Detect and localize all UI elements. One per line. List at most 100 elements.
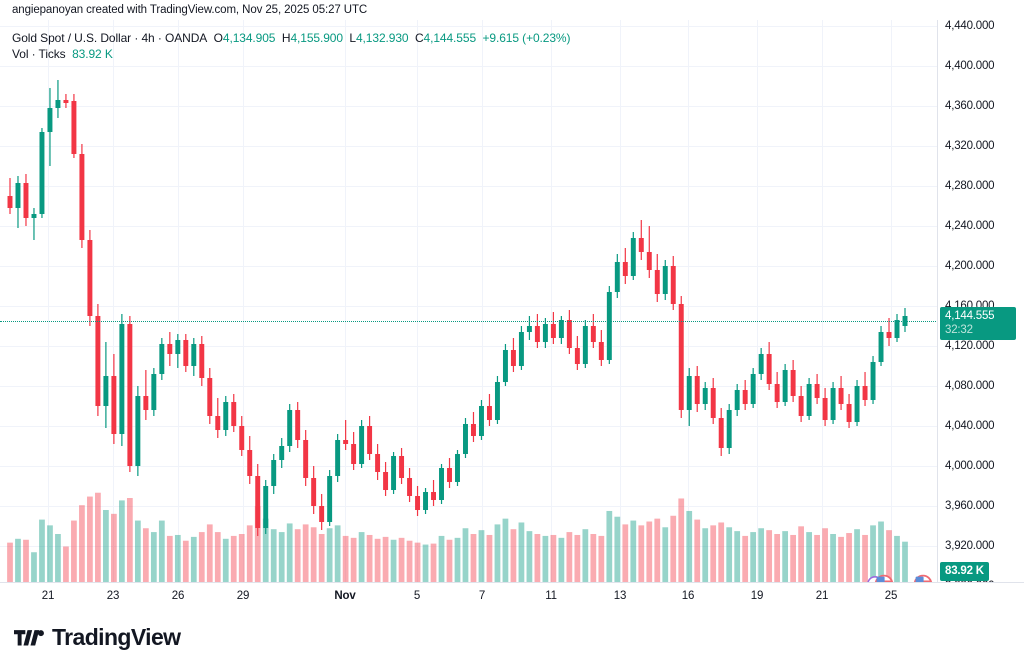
candle-body-bearish [87,240,93,316]
volume-bar [278,532,285,582]
price-axis-tick: 4,240.000 [945,220,995,232]
candle-body-bullish [758,354,764,374]
time-axis-tick: 5 [413,590,421,602]
candle-body-bearish [574,348,580,364]
candle-body-bullish [47,108,53,132]
candle-body-bullish [542,324,548,342]
candle-body-bearish [670,266,676,304]
candle-body-bullish [614,262,620,292]
volume-bar [470,534,477,582]
candle-body-bearish [63,100,69,103]
volume-bar [582,529,589,582]
volume-bar [486,534,493,582]
candle-body-bearish [23,183,29,218]
volume-bar [166,535,173,582]
candle-body-bearish [407,478,413,496]
candle-body-bearish [79,154,85,240]
volume-bar [726,527,733,582]
candle-body-bearish [415,496,421,510]
price-scale-axis[interactable]: 4,440.000 4,400.000 4,360.000 4,320.000 4,28… [938,20,1024,582]
volume-bar [814,534,820,582]
vertical-gridline [620,20,621,582]
volume-bar [638,525,645,582]
volume-bar [670,515,677,582]
volume-bar [422,544,429,582]
horizontal-gridline [0,386,937,387]
candle-body-bearish [303,440,309,478]
volume-bar [550,534,557,582]
time-axis-tick: 7 [478,590,486,602]
volume-bar [174,534,181,582]
volume-bar [326,528,333,582]
candle-body-bearish [598,342,604,360]
event-marker-us-flag-icon[interactable] [912,573,934,582]
volume-bar [822,528,828,582]
candle-body-bearish [838,388,844,404]
bar-countdown: 32:32 [945,324,973,337]
tradingview-logo[interactable]: TradingView [14,626,181,649]
time-axis-tick: 19 [750,590,764,602]
horizontal-gridline [0,146,937,147]
time-axis-tick: 26 [171,590,185,602]
volume-bar [334,525,341,582]
volume-bar [694,519,701,582]
event-marker-forecast-icon[interactable] [867,573,894,582]
tradingview-mark-icon [14,629,44,645]
volume-bar [838,536,844,582]
candle-body-bullish [159,344,165,374]
candle-body-bearish [143,396,149,410]
volume-bar [542,535,549,582]
candle-body-bearish [798,396,804,416]
price-axis-tick: 3,920.000 [945,540,995,552]
chart-plot-area[interactable] [0,20,938,582]
volume-bar [111,513,117,582]
volume-bar [894,535,900,582]
candle-body-bearish [846,404,852,422]
volume-bar [446,539,453,582]
volume-bar [886,530,892,582]
volume-bar [358,532,365,582]
vertical-gridline [551,20,552,582]
volume-bar [134,520,141,582]
candle-body-bullish [662,266,668,294]
time-axis-tick: 29 [236,590,250,602]
candle-body-bullish [391,456,397,490]
price-axis-tick: 3,880.000 [945,580,995,582]
volume-bar [766,530,773,582]
candle-body-bullish [630,238,636,276]
candle-body-bearish [822,398,828,420]
volume-bar [366,534,373,582]
candle-body-bearish [167,344,173,354]
volume-bar [534,534,541,582]
horizontal-gridline [0,26,937,27]
time-scale-axis[interactable]: 21 23 26 29 Nov 5 7 11 13 16 19 21 25 [0,582,1024,615]
volume-bar [214,532,221,582]
volume-bar [23,539,29,582]
candle-body-bullish [151,374,157,410]
volume-bar [318,534,325,582]
vertical-gridline [757,20,758,582]
candle-body-bullish [423,492,429,510]
volume-bar [350,537,357,582]
candle-body-bullish [526,326,532,332]
volume-bar [574,534,581,582]
current-price-label[interactable]: 4,144.555 32:32 [940,307,1016,341]
candle-body-bearish [486,406,492,420]
volume-value-label[interactable]: 83.92 K [940,562,989,581]
price-axis-tick: 4,000.000 [945,460,995,472]
vertical-gridline [113,20,114,582]
candle-body-bearish [638,238,644,252]
volume-bar [718,522,725,582]
volume-bar [758,528,765,582]
current-price-line [0,321,937,323]
candle-body-bullish [854,386,860,422]
volume-bar [310,527,317,582]
volume-bar [398,537,405,582]
volume-bar [494,524,501,582]
candle-body-bearish [7,196,13,208]
volume-bar [246,525,253,582]
candle-body-bullish [103,376,109,406]
candle-body-bullish [279,446,285,460]
candle-body-bullish [463,424,468,454]
volume-bar [47,525,53,582]
